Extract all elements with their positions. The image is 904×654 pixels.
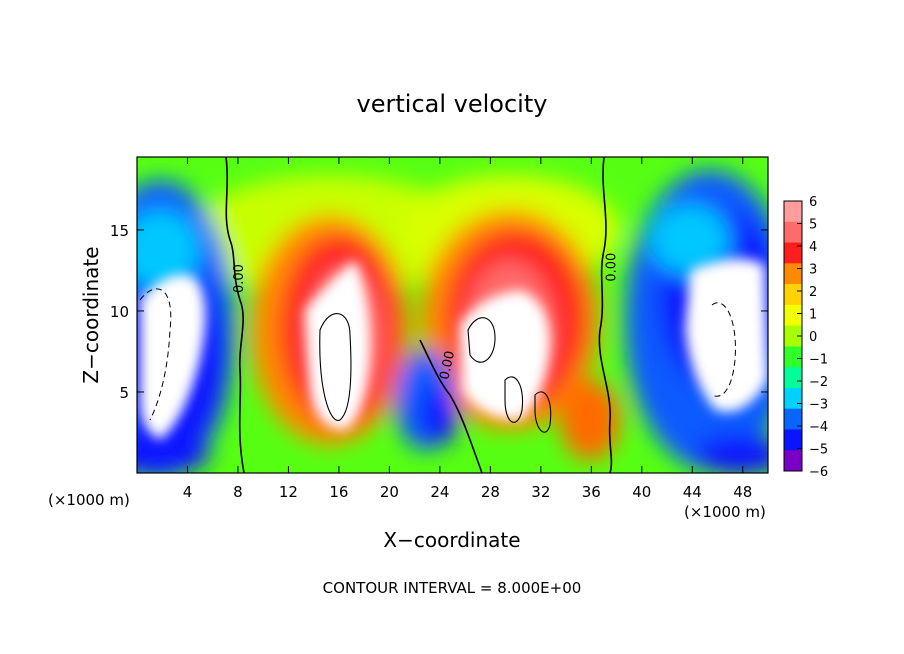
- colorbar-tick-label: 5: [809, 218, 817, 233]
- colorbar-swatch: [784, 450, 802, 472]
- colorbar-tick-label: −2: [809, 375, 828, 390]
- x-axis-label: X−coordinate: [383, 528, 520, 552]
- colorbar-swatch: [784, 346, 802, 368]
- x-unit-right: (×1000 m): [684, 503, 766, 521]
- colorbar-tick-label: 3: [809, 263, 817, 278]
- contour-label-middle: 0.00: [437, 350, 458, 381]
- contour-label-left: 0.00: [232, 264, 247, 293]
- heatmap-field: [137, 157, 768, 473]
- colorbar-tick-label: −4: [809, 420, 828, 435]
- x-tick-label: 16: [329, 483, 348, 501]
- y-axis-label: Z−coordinate: [79, 246, 103, 383]
- colorbar-tick-label: −1: [809, 353, 828, 368]
- y-tick-label: 5: [119, 384, 129, 402]
- x-tick-label: 48: [733, 483, 752, 501]
- positive-contour-left: [319, 313, 352, 421]
- positive-contour-right-low-2: [534, 391, 552, 433]
- colorbar-swatch: [784, 408, 802, 430]
- x-tick-label: 36: [582, 483, 601, 501]
- x-tick-label: 28: [481, 483, 500, 501]
- positive-contour-right-low: [504, 376, 524, 423]
- colorbar-swatch: [784, 201, 802, 223]
- saturated-cores: [140, 258, 768, 440]
- x-tick-label: 44: [683, 483, 702, 501]
- colorbar-swatch: [784, 367, 802, 389]
- x-tick-label: 32: [531, 483, 550, 501]
- x-tick-label: 40: [632, 483, 651, 501]
- plot-frame: [136, 156, 769, 474]
- x-axis-ticks: 4 8 12 16 20 24 28 32 36 40 44 48: [183, 157, 752, 501]
- x-tick-label: 8: [233, 483, 243, 501]
- colorbar-swatch: [784, 284, 802, 306]
- y-axis-ticks: 5 10 15: [110, 222, 768, 402]
- colorbar-swatch: [784, 242, 802, 264]
- x-unit-left: (×1000 m): [48, 491, 130, 509]
- colorbar-swatch: [784, 325, 802, 347]
- y-tick-label: 15: [110, 222, 129, 240]
- colorbar: 6 5 4 3 2 1 0 −1 −2 −3 −4 −5 −6: [783, 195, 828, 480]
- colorbar-swatch: [784, 263, 802, 285]
- x-tick-label: 24: [430, 483, 449, 501]
- colorbar-tick-label: −6: [809, 465, 828, 480]
- colorbar-tick-label: 6: [809, 195, 817, 210]
- colorbar-swatch: [784, 221, 802, 244]
- zero-contour-right: [598, 157, 613, 473]
- colorbar-tick-label: 0: [809, 330, 817, 345]
- contour-labels: 0.00 0.00 0.00: [232, 253, 619, 381]
- colorbar-swatch: [784, 387, 802, 410]
- x-tick-label: 4: [183, 483, 193, 501]
- colorbar-tick-label: 2: [809, 285, 817, 300]
- y-tick-label: 10: [110, 303, 129, 321]
- colorbar-tick-label: −5: [809, 443, 828, 458]
- zero-contour-left: [225, 157, 245, 473]
- chart-title: vertical velocity: [357, 90, 548, 118]
- contour-interval-note: CONTOUR INTERVAL = 8.000E+00: [323, 579, 582, 597]
- colorbar-tick-label: 1: [809, 308, 817, 323]
- x-tick-label: 20: [380, 483, 399, 501]
- contour-label-right: 0.00: [604, 253, 619, 282]
- colorbar-tick-label: 4: [809, 240, 817, 255]
- zero-contour-middle: [419, 339, 483, 473]
- contour-lines: [139, 157, 736, 473]
- colorbar-swatch: [784, 304, 802, 327]
- positive-contour-right: [467, 317, 496, 363]
- colorbar-tick-label: −3: [809, 398, 828, 413]
- x-tick-label: 12: [279, 483, 298, 501]
- negative-contour-right: [711, 302, 736, 397]
- colorbar-swatch: [784, 429, 802, 451]
